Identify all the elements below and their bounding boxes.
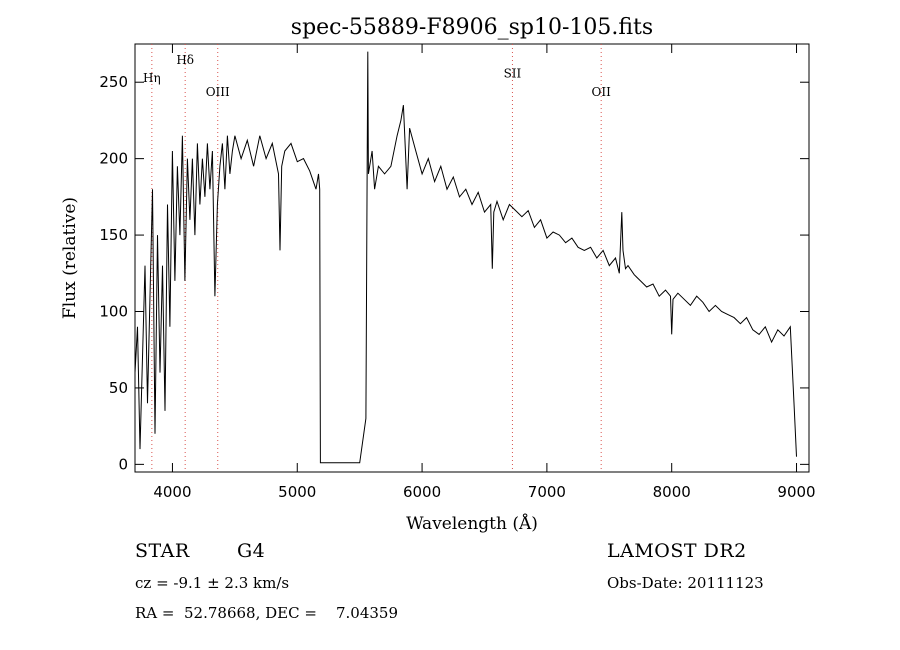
- object-class: STAR: [135, 540, 190, 562]
- y-tick-label: 150: [99, 226, 128, 244]
- y-tick-label: 50: [109, 379, 128, 397]
- y-tick-label: 0: [118, 455, 128, 473]
- spectrum-line: [134, 51, 797, 464]
- x-tick-label: 7000: [528, 483, 566, 501]
- x-tick-label: 4000: [153, 483, 191, 501]
- x-tick-label: 6000: [403, 483, 441, 501]
- x-tick-label: 8000: [653, 483, 691, 501]
- y-tick-label: 100: [99, 303, 128, 321]
- line-markers: Hη Hδ OIII SII OII: [143, 44, 611, 472]
- spectrum-series: [134, 51, 797, 464]
- obs-date-text: Obs-Date: 20111123: [607, 574, 764, 592]
- marker-label: Hη: [143, 71, 161, 85]
- x-axis-label: Wavelength (Å): [406, 513, 538, 534]
- x-tick-label: 9000: [777, 483, 815, 501]
- y-axis-label: Flux (relative): [60, 197, 80, 319]
- axis-ticks: 4000 5000 6000 7000 8000 9000 0 50 100 150 200 250: [99, 44, 816, 501]
- y-tick-label: 200: [99, 150, 128, 168]
- marker-label: OII: [592, 85, 612, 99]
- coordinates-text: RA = 52.78668, DEC = 7.04359: [135, 604, 398, 622]
- x-tick-label: 5000: [278, 483, 316, 501]
- object-subclass: G4: [237, 540, 266, 562]
- marker-label: Hδ: [176, 53, 194, 67]
- redshift-text: cz = -9.1 ± 2.3 km/s: [135, 574, 290, 592]
- marker-label: SII: [504, 67, 522, 81]
- y-tick-label: 250: [99, 73, 128, 91]
- marker-label: OIII: [206, 85, 230, 99]
- chart-title: spec-55889-F8906_sp10-105.fits: [291, 15, 653, 40]
- plot-frame: [134, 43, 810, 473]
- survey-name: LAMOST DR2: [607, 540, 747, 562]
